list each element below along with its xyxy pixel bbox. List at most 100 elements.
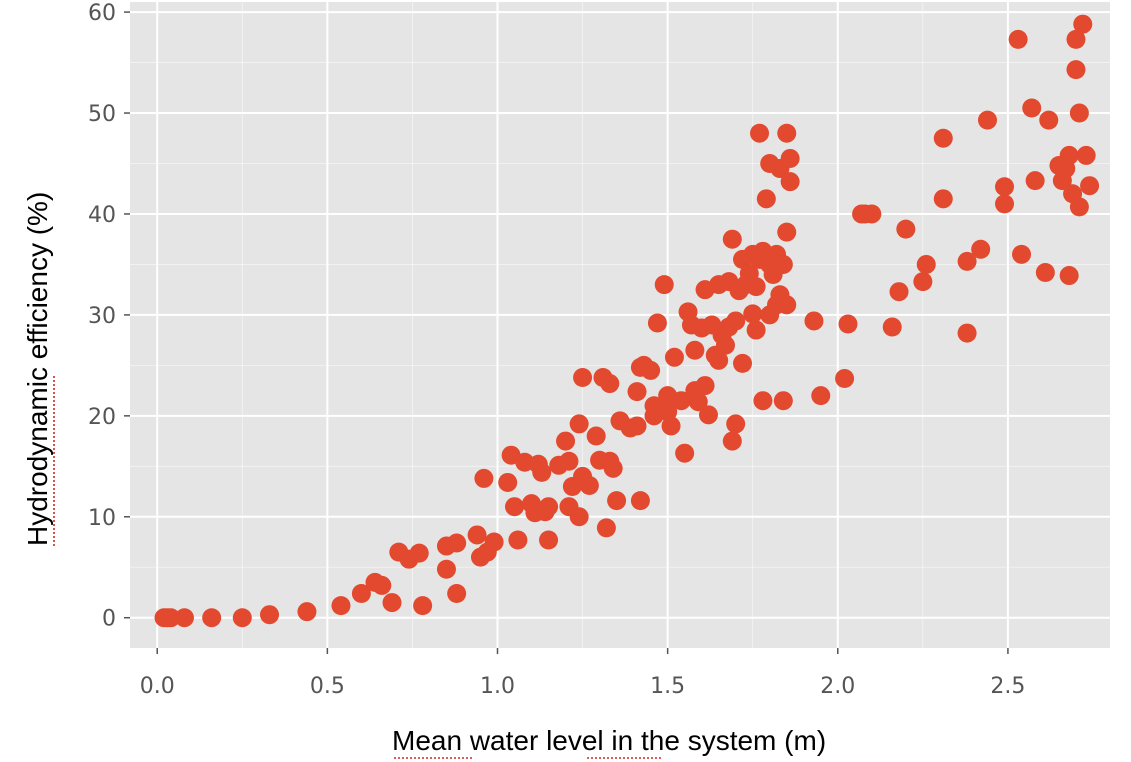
data-point [1039, 110, 1059, 130]
data-point [447, 583, 467, 603]
data-point [685, 340, 705, 360]
data-point [889, 282, 909, 302]
data-point [556, 431, 576, 451]
data-point [1059, 266, 1079, 286]
data-point [971, 239, 991, 259]
data-point [726, 311, 746, 331]
data-point [579, 475, 599, 495]
y-tick-label: 30 [88, 304, 116, 329]
data-point [1025, 171, 1045, 191]
data-point [1073, 14, 1093, 34]
data-point [753, 391, 773, 411]
data-point [539, 530, 559, 550]
data-point [409, 543, 429, 563]
data-point [1069, 103, 1089, 123]
data-point [559, 451, 579, 471]
data-point [916, 254, 936, 274]
data-point [447, 533, 467, 553]
data-point [695, 376, 715, 396]
data-point [746, 277, 766, 297]
data-point [896, 219, 916, 239]
data-point [811, 386, 831, 406]
data-point [913, 272, 933, 292]
data-point [1069, 197, 1089, 217]
data-point [569, 507, 589, 527]
data-point [508, 530, 528, 550]
data-point [750, 123, 770, 143]
data-point [1076, 145, 1096, 165]
data-point [688, 392, 708, 412]
data-point [260, 605, 280, 625]
data-point [1035, 263, 1055, 283]
axis-ticks: 0.0 0.5 1.0 1.5 2.0 2.5 0 10 20 30 40 50 60 [88, 1, 1025, 699]
data-point [773, 391, 793, 411]
data-point [780, 172, 800, 192]
data-point [1022, 98, 1042, 118]
x-tick-label: 1.5 [650, 674, 685, 699]
data-point [600, 374, 620, 394]
data-point [351, 583, 371, 603]
data-point [882, 317, 902, 337]
x-tick-label: 1.0 [480, 674, 515, 699]
y-tick-label: 50 [88, 102, 116, 127]
data-point [777, 222, 797, 242]
data-point [607, 491, 627, 511]
data-point [756, 189, 776, 209]
data-point [933, 189, 953, 209]
data-point [1066, 29, 1086, 49]
y-tick-label: 20 [88, 405, 116, 430]
data-point [746, 320, 766, 340]
data-point [722, 431, 742, 451]
data-point [331, 596, 351, 616]
data-point [957, 323, 977, 343]
data-point [161, 608, 181, 628]
data-point [838, 314, 858, 334]
data-point [382, 593, 402, 613]
data-point [1008, 29, 1028, 49]
data-point [957, 251, 977, 271]
data-point [232, 608, 252, 628]
y-tick-label: 40 [88, 203, 116, 228]
data-point [573, 367, 593, 387]
data-point [675, 443, 695, 463]
data-point [743, 304, 763, 324]
y-axis-title: Hydrodynamic efficiency (%) [22, 192, 53, 546]
data-point [726, 414, 746, 434]
data-point [474, 468, 494, 488]
data-point [661, 416, 681, 436]
data-point [202, 608, 222, 628]
x-axis-title: Mean water level in the system (m) [392, 725, 826, 756]
y-tick-label: 0 [102, 607, 116, 632]
data-point [596, 518, 616, 538]
x-tick-label: 0.0 [140, 674, 175, 699]
data-point [804, 311, 824, 331]
data-points [154, 14, 1100, 628]
data-point [505, 497, 525, 517]
data-point [654, 275, 674, 295]
data-point [664, 347, 684, 367]
data-point [436, 559, 456, 579]
data-point [780, 148, 800, 168]
data-point [630, 491, 650, 511]
data-point [835, 368, 855, 388]
data-point [722, 229, 742, 249]
data-point [777, 295, 797, 315]
data-point [586, 426, 606, 446]
data-point [484, 532, 504, 552]
y-tick-label: 10 [88, 506, 116, 531]
data-point [733, 353, 752, 373]
data-point [995, 194, 1015, 214]
data-point [978, 110, 997, 130]
data-point [413, 596, 433, 616]
data-point [569, 414, 589, 434]
data-point [467, 525, 487, 545]
data-point [627, 416, 647, 436]
x-tick-label: 2.5 [990, 674, 1025, 699]
data-point [933, 128, 953, 148]
data-point [539, 497, 559, 517]
data-point [647, 313, 667, 333]
x-tick-label: 2.0 [820, 674, 855, 699]
data-point [603, 458, 623, 478]
data-point [627, 382, 647, 402]
plot-area [130, 2, 1110, 648]
